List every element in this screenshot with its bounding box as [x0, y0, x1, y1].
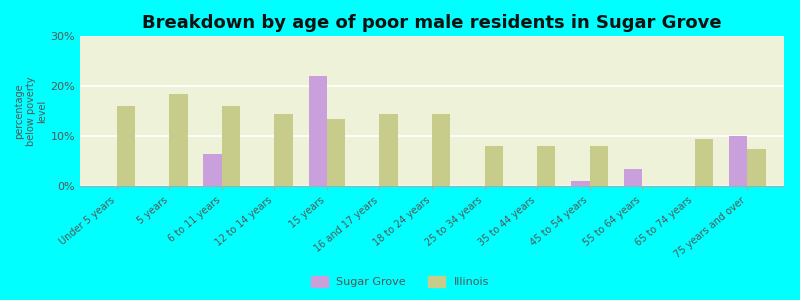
Bar [747, 148, 766, 186]
Bar [379, 113, 398, 186]
Bar [432, 113, 450, 186]
Bar [590, 146, 608, 186]
Bar [485, 146, 503, 186]
Bar [309, 76, 327, 186]
Bar [203, 154, 222, 186]
Bar [694, 139, 713, 186]
Bar [274, 113, 293, 186]
Bar [222, 106, 240, 186]
Bar [117, 106, 135, 186]
Bar [327, 118, 346, 186]
Bar [624, 169, 642, 186]
Y-axis label: percentage
below poverty
level: percentage below poverty level [14, 76, 48, 146]
Bar [537, 146, 555, 186]
Legend: Sugar Grove, Illinois: Sugar Grove, Illinois [306, 271, 494, 291]
Bar [729, 136, 747, 186]
Title: Breakdown by age of poor male residents in Sugar Grove: Breakdown by age of poor male residents … [142, 14, 722, 32]
Bar [170, 94, 188, 186]
Bar [571, 181, 590, 186]
